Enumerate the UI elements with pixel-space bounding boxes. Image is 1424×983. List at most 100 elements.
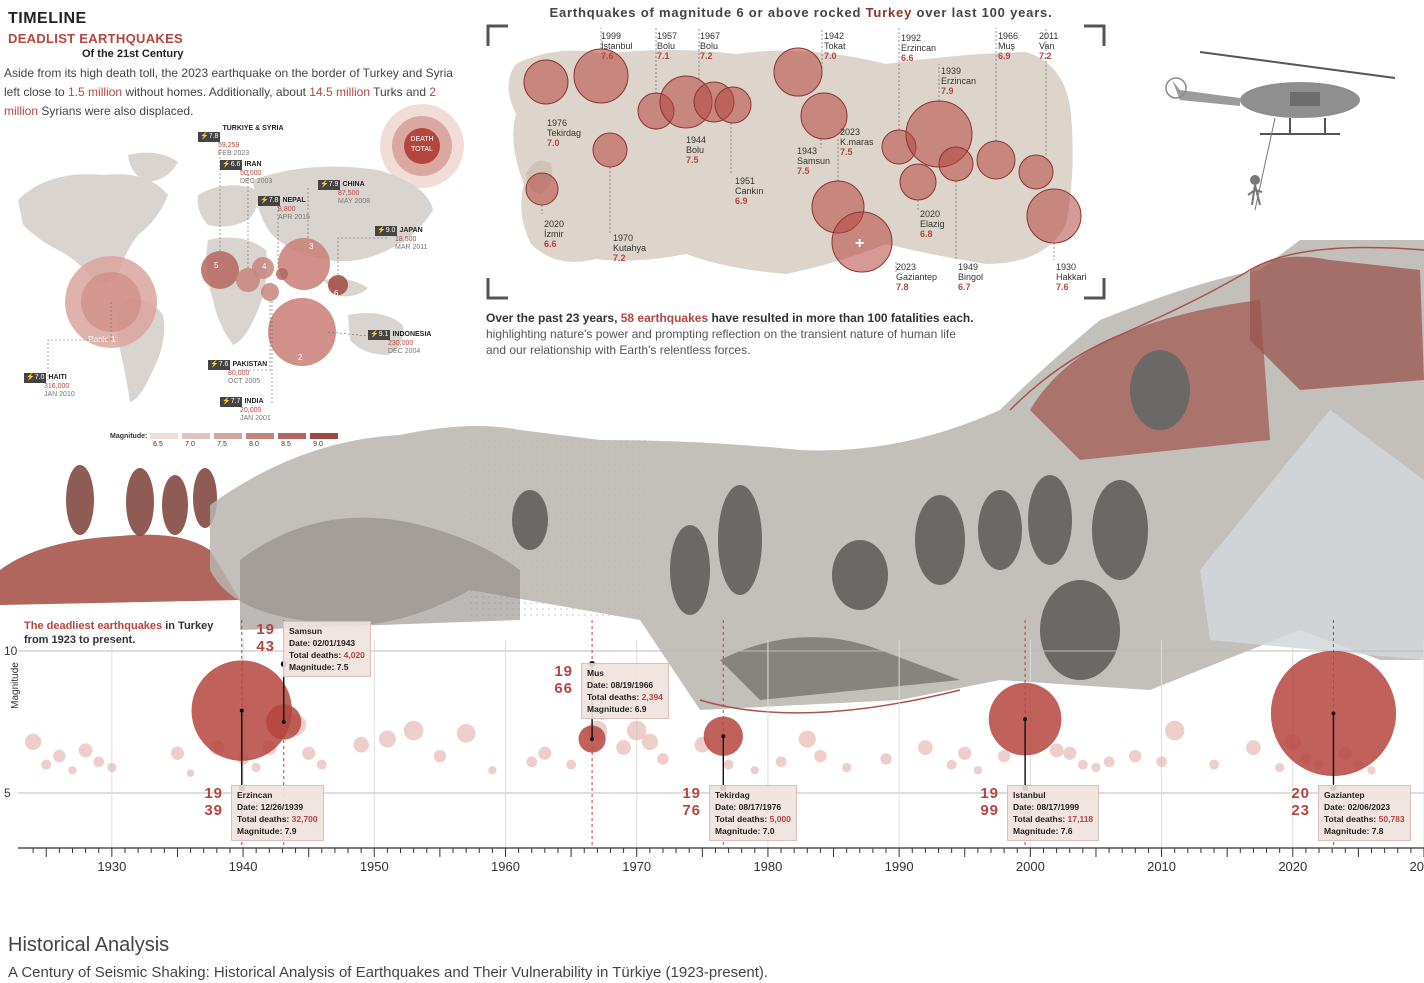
data-point	[302, 746, 316, 760]
callout-year: 19 99	[980, 785, 999, 819]
data-point	[1246, 740, 1261, 755]
data-point	[1209, 759, 1220, 770]
legend-swatch	[150, 433, 178, 439]
century-subtitle: Of the 21st Century	[82, 48, 184, 60]
tk-label-2023-gaziantep: 2023 Gaziantep 7.8	[896, 262, 938, 292]
tk-label-1951-cankin: 1951 Cankın 6.9	[735, 176, 764, 206]
data-point	[626, 720, 647, 741]
data-point	[1156, 756, 1167, 768]
quake-bubble-india	[261, 283, 279, 301]
data-point	[68, 766, 77, 775]
tk-label-1966-mus: 1966 Muş 6.9	[998, 31, 1019, 61]
callout-year: 19 43	[256, 621, 275, 655]
x-tick-label: 1980	[753, 859, 782, 874]
data-point	[1164, 720, 1185, 741]
x-tick-label: 1970	[622, 859, 651, 874]
x-tick-label: 1990	[885, 859, 914, 874]
callout-box: Erzincan Date: 12/26/1939 Total deaths: 32…	[231, 785, 324, 841]
data-point	[842, 762, 852, 773]
quake-label-turkey: ⚡7.8TURKIYE & SYRIA 59,259 FEB 2023	[198, 125, 284, 157]
x-tick-label: 2010	[1147, 859, 1176, 874]
data-point	[1077, 759, 1088, 770]
legend-value: 8.5	[281, 441, 291, 448]
callout-year: 19 66	[554, 663, 573, 697]
legend-value: 8.0	[249, 441, 259, 448]
data-point	[78, 743, 93, 758]
data-point	[973, 766, 983, 775]
y-tick-label: 10	[4, 644, 18, 658]
legend-swatch	[278, 433, 306, 439]
tk-label-1949-bingol: 1949 Bingol 6.7	[958, 262, 984, 292]
quake-label-indonesia: ⚡9.1 INDONESIA 230,000 DEC 2004	[368, 330, 432, 355]
data-point	[93, 756, 105, 768]
data-point	[107, 762, 117, 773]
legend-value: 7.5	[217, 441, 227, 448]
legend-title: Magnitude:	[110, 433, 148, 440]
tk-label-2023-kmaras: 2023 K.maras 7.5	[840, 127, 874, 157]
data-point	[1103, 756, 1115, 768]
legend-value: 7.0	[185, 441, 195, 448]
data-point	[1091, 762, 1101, 773]
data-point	[641, 733, 659, 751]
quake-label-japan: ⚡9.0 JAPAN 18,500 MAR 2011	[375, 226, 428, 251]
x-tick-label: 1930	[97, 859, 126, 874]
data-point	[616, 740, 631, 755]
turkey-map-title: Earthquakes of magnitude 6 or above rock…	[549, 5, 1053, 20]
x-tick-label: 2020	[1278, 859, 1307, 874]
data-point	[456, 723, 476, 743]
magnitude-legend: Magnitude: 6.5 7.0 7.5 8.0 8.5 9.0	[110, 433, 338, 448]
data-point	[775, 756, 787, 768]
data-point	[798, 730, 816, 748]
quake-label-haiti: ⚡7.0 HAITI 316,000 JAN 2010	[24, 373, 75, 398]
callout-year: 19 39	[204, 785, 223, 819]
data-point	[723, 759, 734, 770]
intro-paragraph: Aside from its high death toll, the 2023…	[4, 66, 453, 118]
legend-swatch	[310, 433, 338, 439]
y-tick-label: 5	[4, 786, 11, 800]
tk-label-1939-erzincan: 1939 Erzincan 7.9	[941, 66, 977, 96]
data-point	[186, 769, 195, 777]
event-center-dot	[239, 708, 244, 713]
turkey-map-description: Over the past 23 years, 58 earthquakes h…	[486, 311, 974, 357]
data-point	[750, 766, 760, 775]
tk-label-1930-hakkari: 1930 Hakkari 7.6	[1056, 262, 1087, 292]
data-point	[488, 766, 497, 775]
turkey-map: +	[486, 24, 1106, 300]
data-point	[24, 733, 42, 751]
data-point	[433, 749, 447, 763]
tk-label-2011-van: 2011 Van 7.2	[1039, 31, 1059, 61]
callout-year: 20 23	[1291, 785, 1310, 819]
timeline-note: The deadliest earthquakes in Turkey from…	[24, 620, 214, 646]
x-tick-label: 1950	[360, 859, 389, 874]
quake-bubble-china	[278, 238, 330, 290]
quake-label-nepal: ⚡7.8 NEPAL 8,800 APR 2015	[258, 196, 310, 221]
tk-label-1970-kutahya: 1970 Kutahya 7.2	[613, 233, 647, 263]
callout-box: Mus Date: 08/19/1966 Total deaths: 2,394 Ma…	[581, 663, 669, 719]
legend-value: 6.5	[153, 441, 163, 448]
svg-text:6: 6	[334, 289, 339, 298]
event-center-dot	[721, 734, 726, 739]
event-center-dot	[1331, 711, 1336, 716]
x-tick-label: 1940	[229, 859, 258, 874]
data-point	[1063, 746, 1077, 760]
legend-swatches: 6.5 7.0 7.5 8.0 8.5 9.0	[150, 433, 338, 449]
x-tick-label: 2000	[1016, 859, 1045, 874]
data-point	[946, 759, 957, 770]
data-point	[251, 762, 261, 773]
legend-swatch	[246, 433, 274, 439]
data-point	[1275, 762, 1285, 773]
rank-label: Rank: 1	[88, 335, 116, 344]
data-point	[378, 730, 397, 748]
data-point	[170, 746, 185, 760]
legend-swatch	[182, 433, 210, 439]
x-tick-label: 1960	[491, 859, 520, 874]
svg-text:4: 4	[262, 262, 267, 271]
tk-label-1957-bolu: 1957 Bolu 7.1	[657, 31, 678, 61]
data-point	[1367, 766, 1376, 775]
event-center-dot	[1023, 717, 1028, 722]
data-point	[403, 720, 424, 741]
tk-label-1992-erzincan: 1992 Erzincan 6.6	[901, 33, 937, 63]
data-point	[1049, 743, 1064, 758]
tk-label-1943-samsun: 1943 Samsun 7.5	[797, 146, 831, 176]
tk-label-1944-bolu: 1944 Bolu 7.5	[686, 135, 707, 165]
